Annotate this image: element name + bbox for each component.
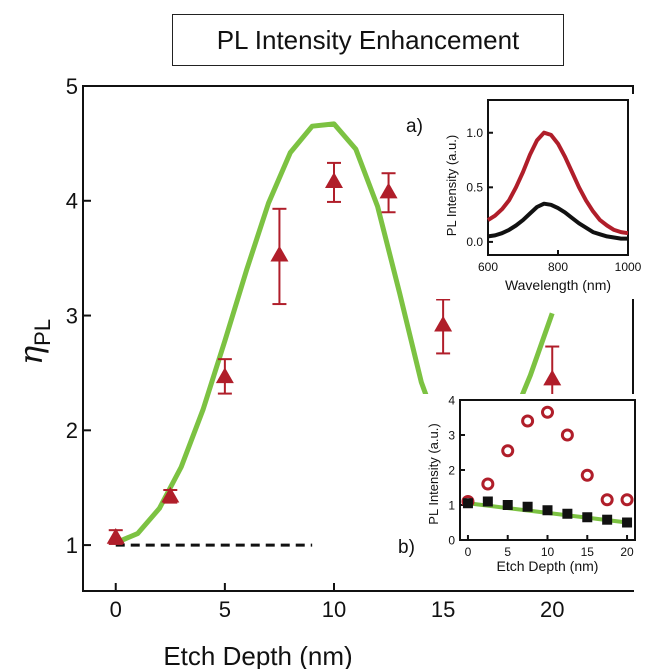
x-tick-label: 15 [581,545,595,559]
y-tick-label: 4 [66,189,78,214]
x-tick-label: 800 [548,260,568,274]
y-tick-label: 5 [66,74,78,99]
filled-square-point [482,496,493,507]
x-tick-label: 20 [540,597,564,622]
y-axis-label: ηPL [12,319,55,365]
x-tick-label: 0 [110,597,122,622]
x-tick-label: 0 [465,545,472,559]
inset-a-background [418,94,636,299]
filled-square-point [622,517,633,528]
filled-square-point [582,512,593,523]
open-circle-point [560,428,574,442]
open-circle-point [580,468,594,482]
x-tick-label: 1000 [615,260,642,274]
data-point [161,486,180,503]
data-point [324,172,343,189]
open-circle-point [481,477,495,491]
y-tick-label: 3 [448,428,455,442]
data-point [270,245,289,262]
y-axis-label-main: η [12,346,50,365]
inset-a-y-label: PL Intensity (a.u.) [444,135,459,236]
inset-a-x-label: Wavelength (nm) [505,277,611,293]
x-tick-label: 15 [431,597,455,622]
inset-b-x-label: Etch Depth (nm) [497,558,599,574]
y-tick-label: 2 [66,418,78,443]
inset-b-label: b) [398,537,415,558]
spectrum-red-line [486,130,629,236]
x-tick-label: 20 [620,545,634,559]
inset-a-plot: 600 800 1000 0.0 0.5 1.0 a) Wavelength (nm) PL I… [406,94,642,299]
y-tick-label: 1 [448,498,455,512]
data-point [379,182,398,199]
x-tick-label: 10 [322,597,346,622]
y-tick-label: 1.0 [466,126,483,140]
x-tick-label: 5 [219,597,231,622]
filled-square-point [462,498,473,509]
open-circle-point [521,414,535,428]
x-tick-label: 600 [478,260,498,274]
y-axis-label-sub: PL [30,319,55,346]
y-tick-label: 0.0 [466,235,483,249]
inset-b-plot: 0 5 10 15 20 0 1 2 3 4 b) Etch Depth (nm) PL Intensi… [398,393,637,590]
data-point [434,315,453,332]
data-point [106,528,125,544]
plot-frame [82,85,634,592]
chart-title: PL Intensity Enhancement [172,14,564,66]
filled-square-point [522,501,533,512]
y-tick-label: 1 [66,533,78,558]
open-circle-point [501,444,515,458]
y-tick-label: 0.5 [466,181,483,195]
data-point [215,367,234,384]
y-tick-label: 3 [66,303,78,328]
inset-b-y-label: PL Intensity (a.u.) [426,423,441,524]
open-circle-point [541,405,554,419]
y-tick-label: 0 [448,533,455,547]
inset-b-background [400,394,637,590]
filled-square-point [602,514,613,525]
open-circle-point [600,493,614,507]
open-circle-point [620,493,634,507]
x-axis-label: Etch Depth (nm) [163,641,352,669]
spectrum-black-line [487,201,628,241]
filled-square-point [502,500,513,510]
inset-a-label: a) [406,116,423,137]
filled-square-point [562,508,573,519]
data-point [543,369,562,386]
x-tick-label: 10 [541,545,555,559]
filled-square-point [542,505,553,516]
y-tick-label: 4 [448,393,455,407]
x-tick-label: 5 [504,545,511,559]
y-tick-label: 2 [448,463,455,477]
